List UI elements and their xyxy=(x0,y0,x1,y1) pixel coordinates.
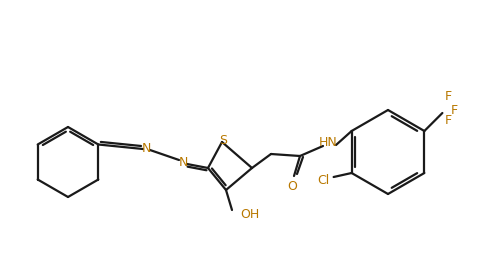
Text: F: F xyxy=(451,104,458,118)
Text: N: N xyxy=(178,155,188,168)
Text: N: N xyxy=(141,142,151,155)
Text: HN: HN xyxy=(319,136,337,150)
Text: F: F xyxy=(445,91,452,103)
Text: OH: OH xyxy=(240,208,259,221)
Text: Cl: Cl xyxy=(318,175,330,187)
Text: S: S xyxy=(219,134,227,147)
Text: O: O xyxy=(287,179,297,193)
Text: F: F xyxy=(445,114,452,127)
